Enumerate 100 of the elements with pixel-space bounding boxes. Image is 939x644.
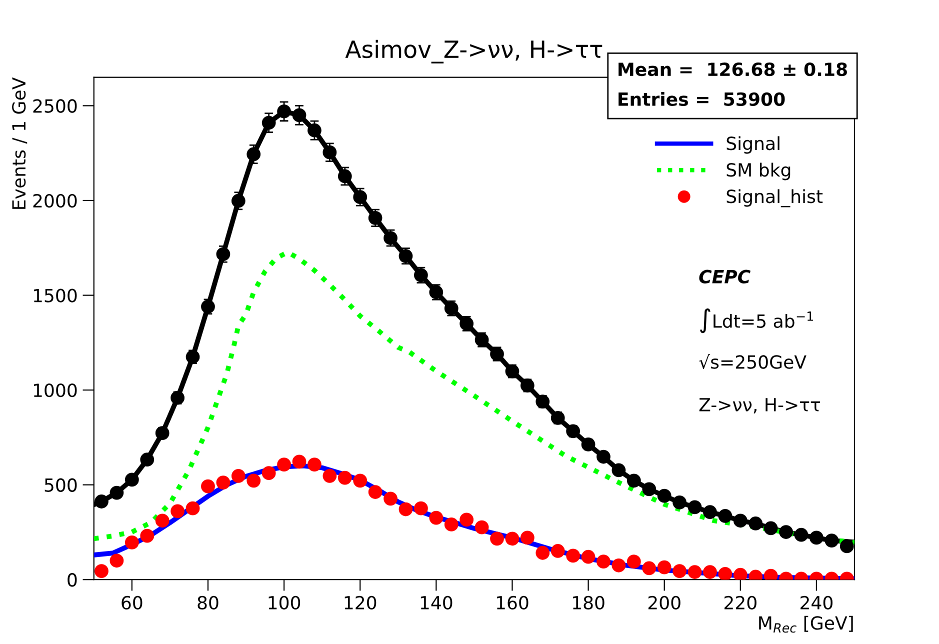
point <box>444 517 458 532</box>
point <box>733 568 748 580</box>
point <box>672 564 686 578</box>
point <box>292 454 306 469</box>
annotation: ∫Ldt=5 ab$^{−1}$ <box>700 308 813 334</box>
point <box>460 316 474 331</box>
point <box>277 104 291 118</box>
point <box>186 501 200 516</box>
point <box>840 539 854 554</box>
y-tick-label: 0 <box>68 573 77 587</box>
point <box>824 534 839 548</box>
point <box>398 502 413 516</box>
point <box>338 470 352 485</box>
point <box>216 476 230 490</box>
y-tick-label: 1500 <box>34 288 77 302</box>
annotation: CEPC <box>699 270 750 284</box>
x-axis-title: M$_{Rec}$ [GeV] <box>759 616 853 633</box>
point <box>536 546 550 560</box>
point <box>384 492 398 506</box>
point <box>308 123 322 138</box>
point <box>322 145 337 160</box>
x-tick-label: 100 <box>268 596 300 610</box>
point <box>612 463 626 478</box>
point <box>764 521 778 536</box>
point <box>596 554 610 569</box>
point <box>612 558 626 572</box>
point <box>550 544 565 558</box>
point <box>94 564 108 578</box>
point <box>353 474 368 488</box>
x-tick-label: 240 <box>800 596 832 610</box>
x-tick-label: 200 <box>648 596 680 610</box>
point <box>414 501 428 516</box>
point <box>140 528 154 543</box>
point <box>474 520 489 534</box>
point <box>338 169 352 184</box>
point <box>262 116 276 130</box>
annotation: Z->νν, H->ττ <box>699 398 820 414</box>
point <box>718 508 732 523</box>
point <box>550 410 565 425</box>
x-tick-label: 220 <box>724 596 756 610</box>
point <box>703 505 717 520</box>
point <box>642 482 656 496</box>
point <box>368 485 382 499</box>
point <box>322 468 337 483</box>
y-tick-label: 2500 <box>33 99 77 113</box>
point <box>110 486 124 500</box>
text: Mean = 126.68 ± 0.18 <box>618 62 847 76</box>
point <box>246 147 261 162</box>
point <box>596 450 610 464</box>
point <box>124 472 139 487</box>
legend-label: Signal_hist <box>726 189 823 208</box>
point <box>94 494 108 508</box>
point <box>231 468 246 483</box>
point <box>308 458 322 472</box>
point <box>748 516 763 530</box>
x-tick-label: 60 <box>122 596 142 610</box>
point <box>626 474 641 488</box>
x-tick-label: 80 <box>198 596 218 610</box>
point <box>779 525 793 539</box>
point <box>124 536 139 550</box>
point <box>460 512 474 527</box>
point <box>520 378 534 392</box>
point <box>733 514 748 528</box>
point <box>170 390 185 405</box>
y-tick-label: 500 <box>44 478 77 492</box>
point <box>155 426 170 440</box>
point <box>810 530 824 545</box>
x-tick-label: 180 <box>573 596 604 610</box>
annotation: √s=250GeV <box>699 354 806 369</box>
point <box>703 565 717 579</box>
point <box>566 424 580 438</box>
point <box>170 504 185 518</box>
point <box>429 510 444 525</box>
point <box>262 466 276 480</box>
point <box>794 528 808 542</box>
point <box>688 500 702 514</box>
point <box>657 488 672 503</box>
x-tick-label: 120 <box>344 596 376 610</box>
legend-label: SM bkg <box>726 162 790 180</box>
point <box>246 474 261 488</box>
point <box>444 301 458 316</box>
point <box>140 452 154 467</box>
point <box>581 438 596 452</box>
x-tick-label: 140 <box>420 596 452 610</box>
point <box>672 496 686 510</box>
point <box>566 548 580 563</box>
y-tick-label: 1000 <box>34 384 77 398</box>
point <box>155 514 170 528</box>
point <box>231 194 246 208</box>
y-axis-title: Events / 1 GeV <box>12 77 28 209</box>
chart-title: Asimov_Z->νν, H->ττ <box>345 40 602 64</box>
point <box>688 565 702 579</box>
point <box>718 566 732 580</box>
point <box>626 554 641 569</box>
point <box>581 550 596 564</box>
point <box>505 532 520 546</box>
point <box>277 458 291 472</box>
annotation: Entries = 53900 <box>618 92 785 106</box>
y-tick-label: 2000 <box>33 194 77 208</box>
point <box>201 479 215 494</box>
